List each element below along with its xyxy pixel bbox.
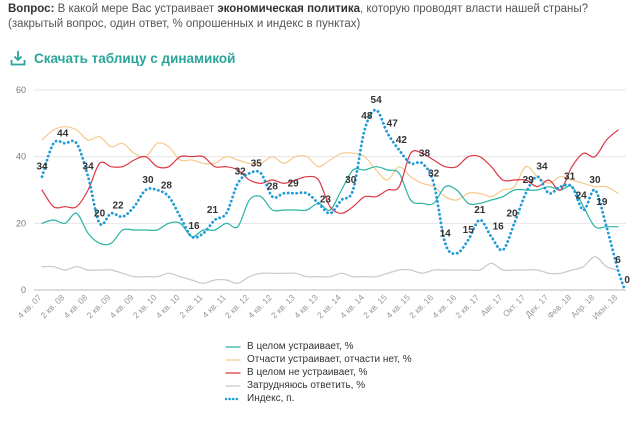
- index-data-label: 42: [396, 135, 408, 146]
- legend-label: В целом не устраивает, %: [247, 367, 368, 378]
- series-line-3: [41, 256, 619, 284]
- x-tick-label: Авг. 17: [478, 292, 504, 318]
- legend-swatch: [225, 384, 241, 387]
- index-data-label: 54: [371, 95, 383, 106]
- x-tick-label: Окт. 17: [501, 292, 528, 319]
- index-data-label: 21: [207, 205, 219, 216]
- x-tick-label: 2 кв. 10: [131, 292, 159, 320]
- x-tick-label: 2 кв. 08: [39, 292, 67, 320]
- index-data-label: 29: [523, 175, 535, 186]
- index-data-label: 20: [94, 208, 106, 219]
- x-tick-label: 2 кв. 13: [269, 292, 297, 320]
- legend-label: Индекс, п.: [247, 393, 295, 404]
- index-data-label: 19: [596, 197, 608, 208]
- legend-swatch: [225, 371, 241, 374]
- question-prefix: Вопрос:: [8, 3, 55, 15]
- index-data-label: 32: [428, 168, 440, 179]
- x-tick-label: 4 кв. 14: [338, 292, 366, 320]
- download-table-link[interactable]: Скачать таблицу с динамикой: [10, 50, 235, 66]
- x-tick-label: 2 кв. 09: [85, 292, 113, 320]
- x-tick-label: Июн. 18: [590, 292, 619, 321]
- index-data-label: 44: [57, 128, 69, 139]
- index-data-label: 30: [142, 175, 154, 186]
- download-label[interactable]: Скачать таблицу с динамикой: [34, 50, 236, 66]
- index-data-label: 28: [267, 182, 279, 193]
- y-tick-label: 20: [16, 218, 26, 228]
- x-tick-label: 4 кв. 13: [292, 292, 320, 320]
- legend-item: Отчасти устраивает, отчасти нет, %: [225, 353, 412, 366]
- legend-label: Отчасти устраивает, отчасти нет, %: [247, 354, 412, 365]
- index-data-label: 24: [576, 190, 588, 201]
- index-data-label: 21: [474, 205, 486, 216]
- index-data-label: 47: [387, 118, 399, 129]
- legend-swatch: [225, 358, 241, 361]
- index-data-label: 15: [463, 225, 475, 236]
- index-data-label: 16: [493, 222, 505, 233]
- legend-swatch: [225, 345, 241, 348]
- index-data-label: 34: [536, 162, 548, 173]
- y-tick-label: 60: [16, 85, 26, 95]
- x-tick-label: 4 кв. 11: [200, 292, 228, 320]
- index-data-label: 0: [624, 275, 630, 286]
- y-tick-label: 40: [16, 152, 26, 162]
- index-data-label: 35: [251, 158, 263, 169]
- index-data-label: 23: [320, 194, 332, 205]
- x-tick-label: 2 кв. 11: [177, 292, 205, 320]
- legend-item: В целом не устраивает, %: [225, 366, 412, 379]
- x-tick-label: 4 кв. 10: [154, 292, 182, 320]
- x-tick-label: 2 кв. 16: [407, 292, 435, 320]
- series-line-4: [40, 108, 627, 292]
- index-data-label: 32: [235, 166, 247, 177]
- series-line-2: [41, 129, 619, 214]
- download-icon: [10, 51, 26, 66]
- x-tick-label: 2 кв. 17: [453, 292, 481, 320]
- x-tick-label: Фев. 18: [545, 292, 573, 320]
- x-tick-label: 2 кв. 15: [361, 292, 389, 320]
- index-data-label: 34: [83, 162, 95, 173]
- legend-item: В целом устраивает, %: [225, 340, 412, 353]
- x-tick-label: 4 кв. 12: [246, 292, 274, 320]
- index-data-label: 29: [288, 178, 300, 189]
- index-data-label: 30: [589, 175, 601, 186]
- index-data-label: 20: [506, 208, 518, 219]
- legend: В целом устраивает, % Отчасти устраивает,…: [225, 340, 412, 405]
- index-data-label: 14: [440, 228, 452, 239]
- index-data-label: 31: [564, 172, 576, 183]
- index-data-label: 38: [419, 148, 431, 159]
- x-tick-label: 2 кв. 14: [315, 292, 343, 320]
- index-data-label: 30: [345, 175, 357, 186]
- legend-item: Индекс, п.: [225, 392, 412, 405]
- question-bold: экономическая политика: [217, 3, 360, 15]
- index-data-label: 48: [361, 111, 373, 122]
- index-data-label: 28: [161, 180, 173, 191]
- index-data-label: 16: [189, 221, 201, 232]
- legend-item: Затрудняюсь ответить, %: [225, 379, 412, 392]
- y-tick-label: 0: [21, 285, 26, 295]
- x-tick-label: 2 кв. 12: [223, 292, 251, 320]
- index-data-label: 22: [112, 200, 124, 211]
- series-line-0: [41, 166, 619, 246]
- legend-label: В целом устраивает, %: [247, 341, 354, 352]
- legend-label: Затрудняюсь ответить, %: [247, 380, 366, 391]
- x-tick-label: 4 кв. 08: [62, 292, 90, 320]
- x-tick-label: 4 кв. 09: [108, 292, 136, 320]
- x-tick-label: 4 кв. 16: [430, 292, 458, 320]
- x-tick-label: 4 кв. 15: [384, 292, 412, 320]
- series-line-1: [41, 126, 619, 201]
- question-text-before: В какой мере Вас устраивает: [54, 3, 218, 15]
- question-text-after: , которую проводят власти нашей страны? …: [8, 3, 589, 30]
- index-data-label: 34: [36, 162, 48, 173]
- index-data-label: 6: [615, 255, 621, 266]
- question-text: Вопрос: В какой мере Вас устраивает экон…: [8, 2, 628, 32]
- x-tick-label: 4 кв. 07: [15, 292, 43, 320]
- legend-swatch: [225, 397, 241, 400]
